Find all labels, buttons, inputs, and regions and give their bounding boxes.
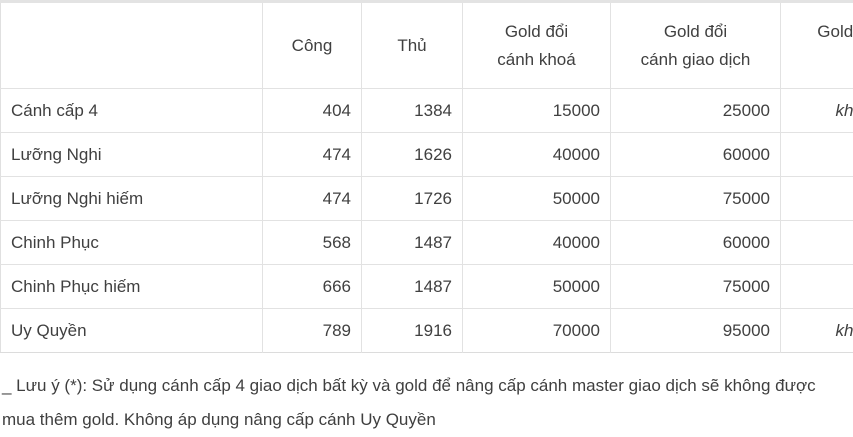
cell-cong: 474: [263, 177, 362, 221]
cell-gold-trade: 95000: [611, 309, 781, 353]
table-row: Chinh Phục hiếm 666 1487 50000 75000 550…: [1, 265, 853, 309]
cell-gold-locked: 50000: [463, 265, 611, 309]
cell-gold-wing4: 40000: [781, 133, 853, 177]
column-header-gold-wing4-line-1: Gold + wing 4: [791, 18, 853, 46]
cell-gold-wing4: 55000: [781, 177, 853, 221]
column-header-gold-wing4-line-2: (*): [791, 46, 853, 74]
footnote-text: _ Lưu ý (*): Sử dụng cánh cấp 4 giao dịc…: [0, 369, 849, 437]
cell-thu: 1384: [362, 89, 463, 133]
column-header-gold-locked-line-2: cánh khoá: [473, 46, 600, 74]
table-row: Chinh Phục 568 1487 40000 60000 40000: [1, 221, 853, 265]
cell-name: Uy Quyền: [1, 309, 263, 353]
cell-gold-wing4: không áp dụng: [781, 309, 853, 353]
cell-thu: 1487: [362, 265, 463, 309]
column-header-gold-locked: Gold đổi cánh khoá: [463, 2, 611, 89]
column-header-thu: Thủ: [362, 2, 463, 89]
table-row: Lưỡng Nghi hiếm 474 1726 50000 75000 550…: [1, 177, 853, 221]
cell-name: Chinh Phục: [1, 221, 263, 265]
column-header-gold-trade-line-2: cánh giao dịch: [621, 46, 770, 74]
cell-gold-wing4: 40000: [781, 221, 853, 265]
table-header: Công Thủ Gold đổi cánh khoá Gold đổi cán…: [1, 2, 853, 89]
column-header-gold-locked-line-1: Gold đổi: [473, 18, 600, 46]
cell-gold-locked: 70000: [463, 309, 611, 353]
wing-upgrade-table: Công Thủ Gold đổi cánh khoá Gold đổi cán…: [0, 0, 853, 353]
cell-gold-locked: 15000: [463, 89, 611, 133]
table-row: Uy Quyền 789 1916 70000 95000 không áp d…: [1, 309, 853, 353]
table-header-row: Công Thủ Gold đổi cánh khoá Gold đổi cán…: [1, 2, 853, 89]
cell-gold-locked: 40000: [463, 133, 611, 177]
cell-gold-trade: 75000: [611, 265, 781, 309]
column-header-cong-line-1: Công: [273, 32, 351, 60]
column-header-cong: Công: [263, 2, 362, 89]
cell-gold-locked: 40000: [463, 221, 611, 265]
cell-gold-trade: 75000: [611, 177, 781, 221]
cell-cong: 474: [263, 133, 362, 177]
cell-cong: 666: [263, 265, 362, 309]
cell-cong: 568: [263, 221, 362, 265]
cell-gold-trade: 60000: [611, 133, 781, 177]
cell-gold-trade: 60000: [611, 221, 781, 265]
column-header-name: [1, 2, 263, 89]
column-header-thu-line-1: Thủ: [372, 32, 452, 60]
cell-cong: 789: [263, 309, 362, 353]
cell-cong: 404: [263, 89, 362, 133]
column-header-gold-trade: Gold đổi cánh giao dịch: [611, 2, 781, 89]
cell-thu: 1487: [362, 221, 463, 265]
column-header-gold-wing4: Gold + wing 4 (*): [781, 2, 853, 89]
cell-gold-wing4: không áp dụng: [781, 89, 853, 133]
cell-gold-locked: 50000: [463, 177, 611, 221]
cell-thu: 1626: [362, 133, 463, 177]
cell-name: Chinh Phục hiếm: [1, 265, 263, 309]
cell-gold-wing4: 55000: [781, 265, 853, 309]
cell-thu: 1916: [362, 309, 463, 353]
table-row: Cánh cấp 4 404 1384 15000 25000 không áp…: [1, 89, 853, 133]
cell-thu: 1726: [362, 177, 463, 221]
table-body: Cánh cấp 4 404 1384 15000 25000 không áp…: [1, 89, 853, 353]
cell-name: Lưỡng Nghi: [1, 133, 263, 177]
cell-gold-trade: 25000: [611, 89, 781, 133]
column-header-gold-trade-line-1: Gold đổi: [621, 18, 770, 46]
cell-name: Cánh cấp 4: [1, 89, 263, 133]
cell-name: Lưỡng Nghi hiếm: [1, 177, 263, 221]
table-row: Lưỡng Nghi 474 1626 40000 60000 40000: [1, 133, 853, 177]
